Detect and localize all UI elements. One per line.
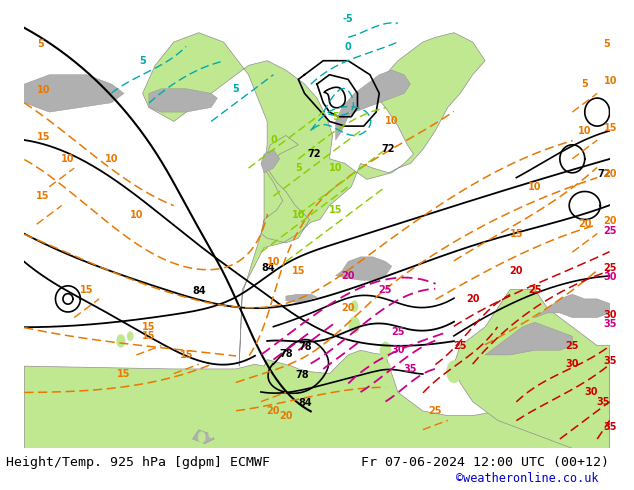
Text: 35: 35: [604, 319, 617, 329]
Text: 10: 10: [329, 163, 342, 173]
Text: 72: 72: [307, 149, 321, 159]
Circle shape: [117, 334, 125, 347]
Text: 20: 20: [341, 270, 355, 281]
Text: 20: 20: [510, 266, 523, 276]
Text: 15: 15: [80, 285, 93, 294]
Text: 20: 20: [466, 294, 479, 304]
Text: -5: -5: [343, 14, 354, 24]
Text: 10: 10: [105, 154, 119, 164]
Text: 30: 30: [585, 387, 598, 397]
Text: 10: 10: [37, 85, 50, 96]
Text: 10: 10: [385, 117, 399, 126]
Text: 35: 35: [604, 356, 617, 367]
Text: 78: 78: [295, 370, 309, 380]
Text: 72: 72: [597, 170, 611, 179]
Text: 15: 15: [36, 191, 49, 201]
Polygon shape: [193, 430, 214, 443]
Text: 5: 5: [233, 84, 240, 94]
Text: 25: 25: [604, 225, 617, 236]
Polygon shape: [485, 322, 573, 355]
Text: 35: 35: [597, 396, 610, 407]
Circle shape: [198, 432, 205, 443]
Circle shape: [446, 361, 462, 383]
Polygon shape: [335, 257, 392, 280]
Text: 78: 78: [299, 343, 312, 352]
Text: 30: 30: [604, 310, 617, 319]
Text: 84: 84: [261, 263, 275, 273]
Text: 0: 0: [345, 42, 351, 52]
Polygon shape: [454, 290, 610, 448]
Circle shape: [349, 317, 360, 334]
Text: 25: 25: [528, 285, 541, 294]
Text: Fr 07-06-2024 12:00 UTC (00+12): Fr 07-06-2024 12:00 UTC (00+12): [361, 456, 609, 469]
Text: 30: 30: [391, 345, 404, 355]
Text: 15: 15: [329, 205, 342, 215]
Text: 10: 10: [61, 154, 75, 164]
Text: 15: 15: [37, 132, 50, 142]
Text: 15: 15: [179, 350, 193, 360]
Text: 25: 25: [391, 327, 404, 337]
Text: 25: 25: [378, 285, 392, 294]
Text: 15: 15: [510, 228, 523, 239]
Polygon shape: [261, 149, 280, 173]
Circle shape: [387, 364, 391, 369]
Text: 5: 5: [37, 39, 44, 49]
Text: 10: 10: [292, 210, 305, 220]
Text: 84: 84: [193, 286, 206, 296]
Circle shape: [351, 301, 358, 312]
Polygon shape: [143, 33, 485, 366]
Circle shape: [380, 342, 391, 359]
Text: 20: 20: [341, 303, 355, 313]
Text: 15: 15: [142, 322, 155, 332]
Text: 5: 5: [604, 39, 610, 49]
Text: 20: 20: [604, 170, 617, 179]
Text: Height/Temp. 925 hPa [gdpm] ECMWF: Height/Temp. 925 hPa [gdpm] ECMWF: [6, 456, 270, 469]
Text: 5: 5: [581, 79, 588, 89]
Text: 15: 15: [117, 368, 131, 379]
Text: 30: 30: [604, 272, 617, 282]
Text: 20: 20: [279, 411, 293, 420]
Text: ©weatheronline.co.uk: ©weatheronline.co.uk: [456, 472, 599, 485]
Text: 25: 25: [528, 285, 541, 294]
Polygon shape: [24, 350, 610, 448]
Text: 20: 20: [267, 406, 280, 416]
Text: 10: 10: [604, 76, 617, 86]
Text: 25: 25: [429, 406, 442, 416]
Text: 15: 15: [604, 123, 617, 133]
Text: 25: 25: [566, 341, 579, 351]
Polygon shape: [535, 294, 610, 318]
Text: 5: 5: [332, 112, 339, 122]
Text: 35: 35: [604, 422, 617, 432]
Polygon shape: [335, 70, 410, 140]
Text: 84: 84: [299, 398, 312, 408]
Text: 20: 20: [578, 219, 592, 229]
Text: 25: 25: [453, 341, 467, 351]
Text: 78: 78: [280, 349, 294, 359]
Text: 25: 25: [604, 263, 617, 273]
Text: 72: 72: [382, 145, 396, 154]
Text: 20: 20: [604, 216, 617, 226]
Text: 15: 15: [142, 331, 155, 341]
Text: 10: 10: [528, 182, 541, 192]
Circle shape: [127, 332, 133, 341]
Circle shape: [502, 368, 512, 383]
Text: 5: 5: [295, 163, 302, 173]
Polygon shape: [24, 75, 124, 112]
Text: 35: 35: [404, 364, 417, 374]
Text: 10: 10: [578, 126, 592, 136]
Text: 5: 5: [139, 56, 146, 66]
Text: 30: 30: [566, 359, 579, 369]
Polygon shape: [149, 89, 217, 112]
Circle shape: [209, 431, 214, 438]
Text: 0: 0: [270, 135, 277, 145]
Text: 10: 10: [267, 257, 280, 267]
Text: 10: 10: [130, 210, 143, 220]
Polygon shape: [286, 294, 317, 303]
Text: 15: 15: [292, 266, 305, 276]
